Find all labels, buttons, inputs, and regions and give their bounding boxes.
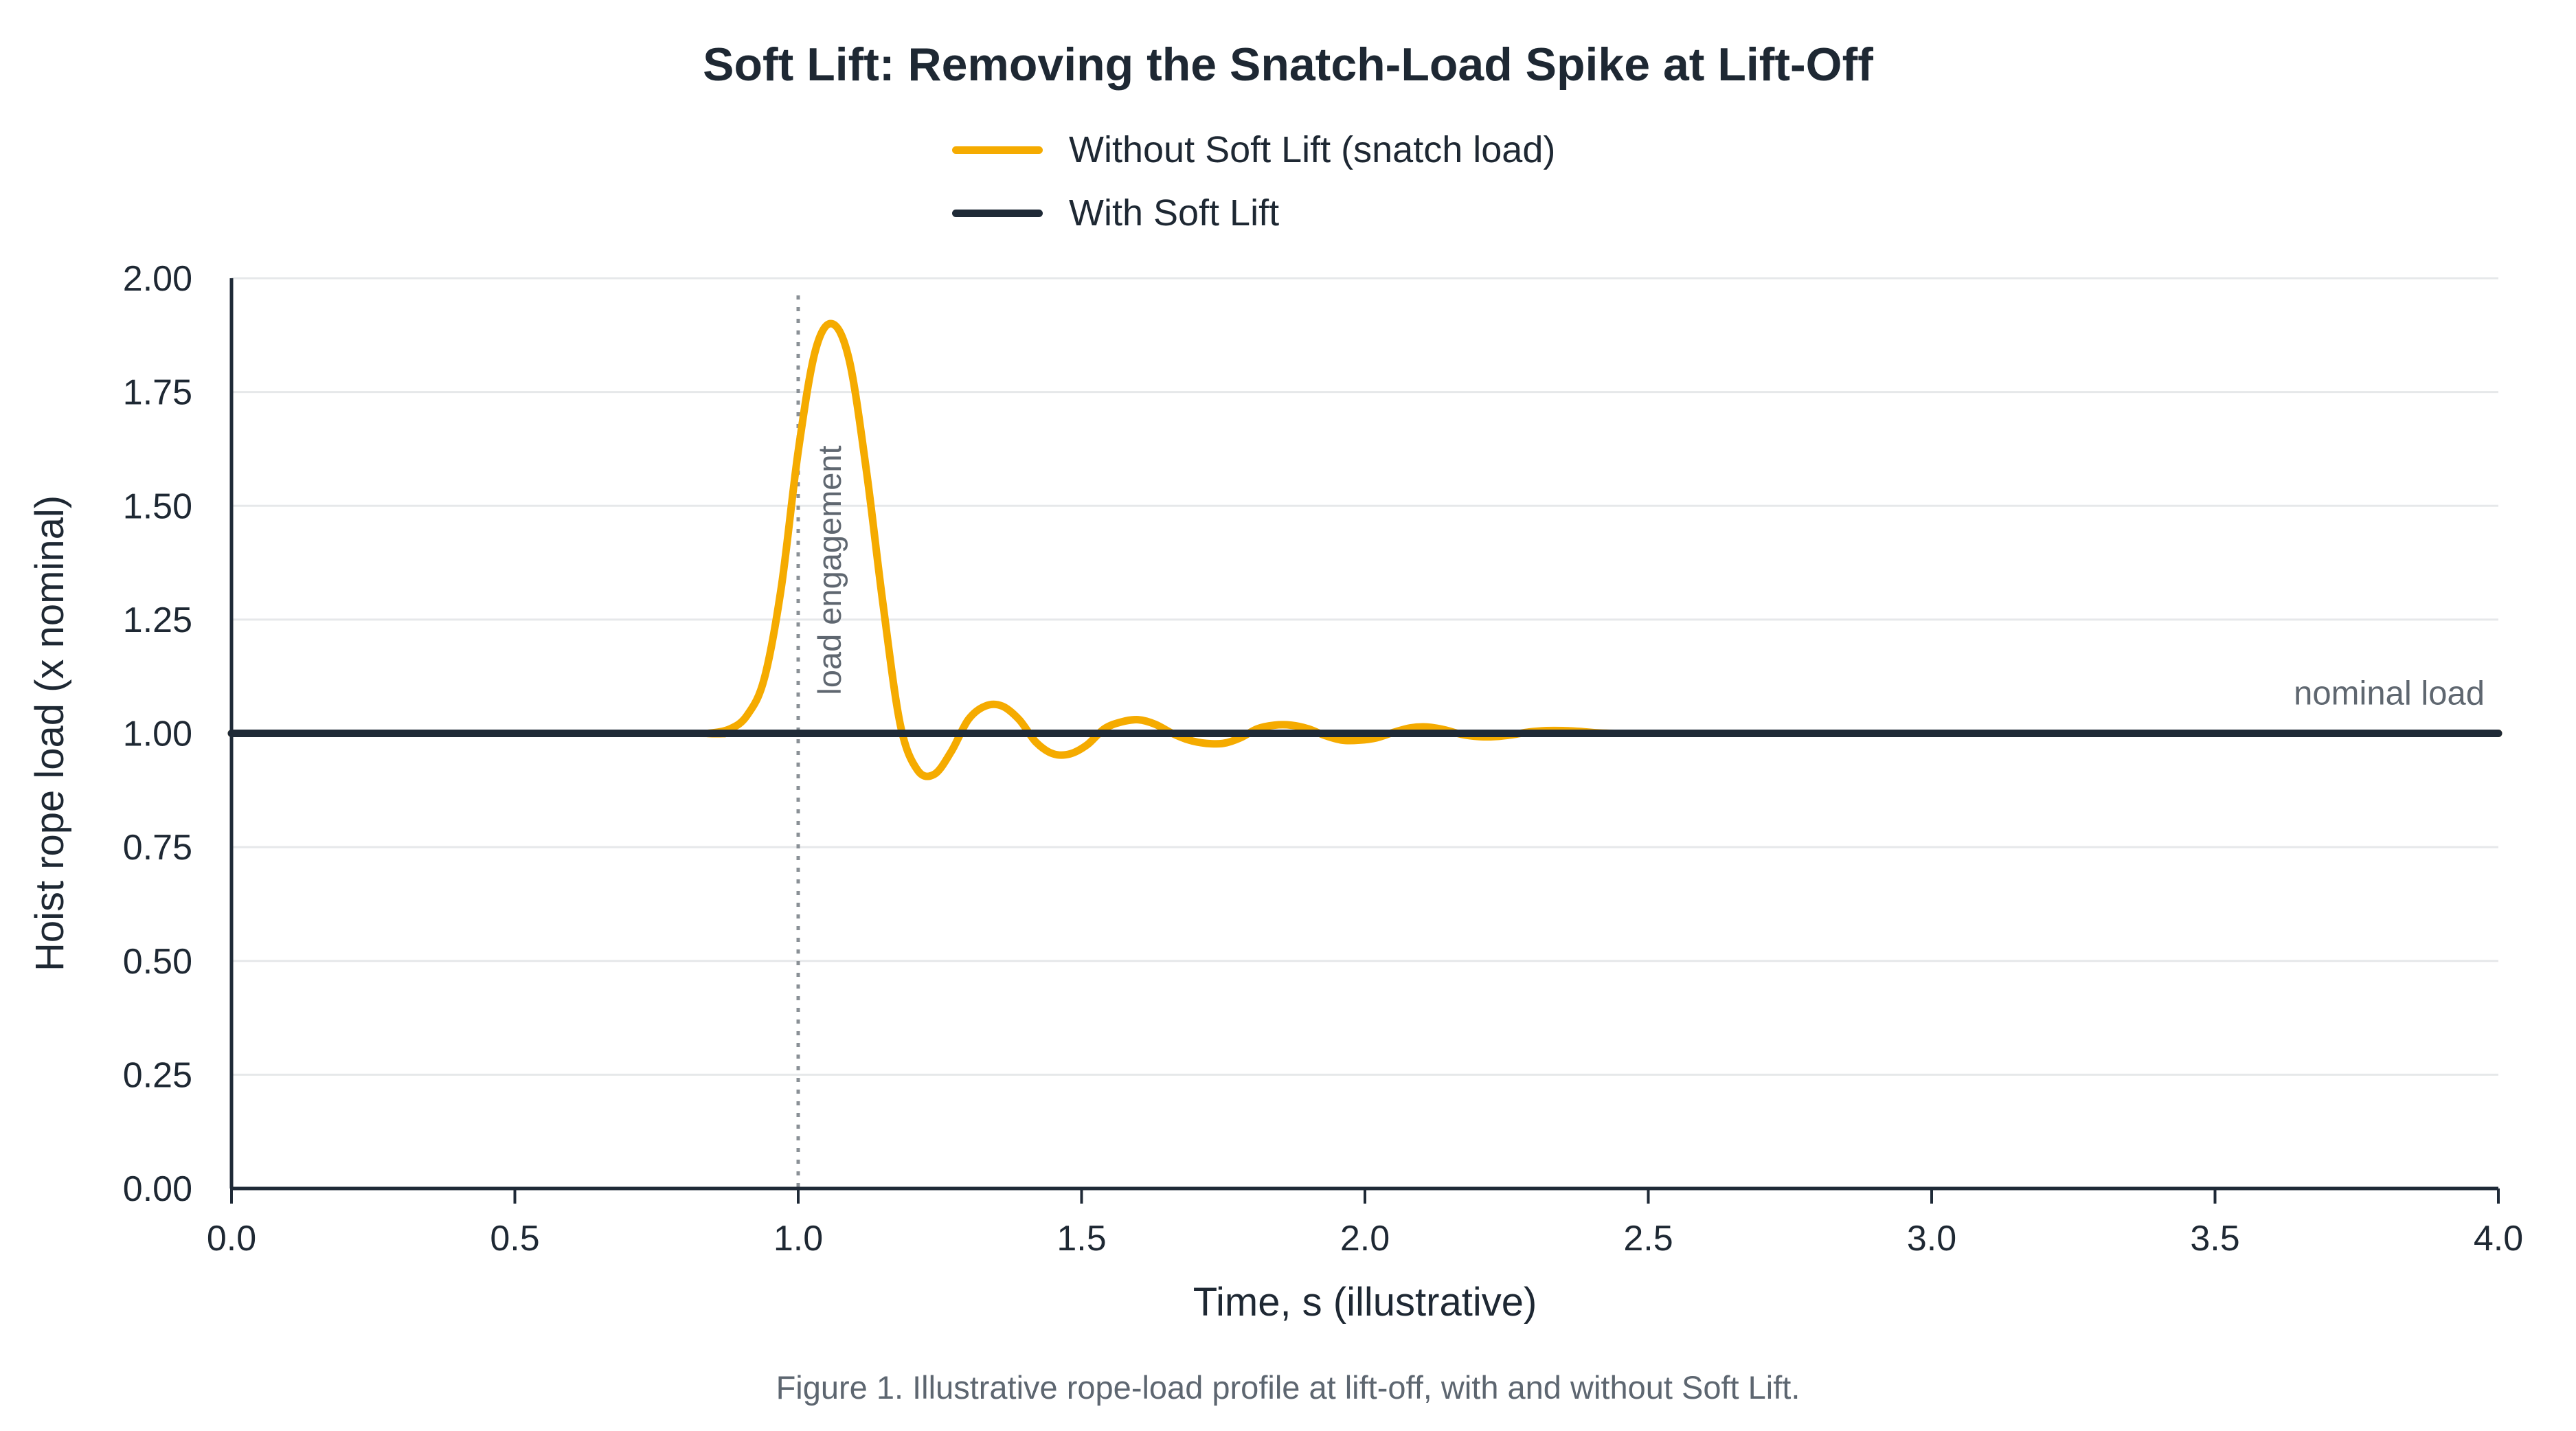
x-tick-label: 3.0 xyxy=(1907,1219,1956,1259)
legend-item-with-soft-lift: With Soft Lift xyxy=(952,181,1555,245)
tick-labels: 0.00 0.25 0.50 0.75 1.00 1.25 1.50 1.75 2.00 0.0 0… xyxy=(123,259,2523,1259)
series-lines xyxy=(227,319,2502,780)
figure-caption: Figure 1. Illustrative rope-load profile… xyxy=(776,1369,1800,1406)
y-tick-label: 1.00 xyxy=(123,714,192,754)
y-axis-label: Hoist rope load (x nominal) xyxy=(27,495,72,971)
x-tick-label: 2.5 xyxy=(1623,1219,1673,1259)
x-axis-label: Time, s (illustrative) xyxy=(1193,1280,1537,1325)
legend-swatch-without-soft-lift xyxy=(952,146,1043,154)
y-tick-label: 2.00 xyxy=(123,259,192,299)
y-tick-label: 0.25 xyxy=(123,1055,192,1095)
y-tick-label: 1.25 xyxy=(123,600,192,640)
legend-label-with-soft-lift: With Soft Lift xyxy=(1069,192,1280,234)
x-tick-label: 0.0 xyxy=(207,1219,256,1259)
y-tick-label: 1.50 xyxy=(123,486,192,526)
x-tick-label: 1.5 xyxy=(1057,1219,1106,1259)
y-tick-label: 1.75 xyxy=(123,373,192,413)
legend-swatch-with-soft-lift xyxy=(952,209,1043,217)
axis-labels: Time, s (illustrative) Hoist rope load (x… xyxy=(27,495,1537,1325)
x-tick-label: 0.5 xyxy=(490,1219,539,1259)
chart-legend: Without Soft Lift (snatch load) With Sof… xyxy=(952,118,1555,245)
axes xyxy=(229,278,2500,1204)
legend-item-without-soft-lift: Without Soft Lift (snatch load) xyxy=(952,118,1555,181)
y-tick-label: 0.75 xyxy=(123,828,192,868)
x-tick-label: 1.0 xyxy=(773,1219,823,1259)
load-engagement-label: load engagement xyxy=(811,445,848,695)
x-tick-label: 2.0 xyxy=(1340,1219,1390,1259)
y-tick-label: 0.00 xyxy=(123,1169,192,1209)
grid-lines xyxy=(231,277,2498,1076)
annotations: load engagement nominal load xyxy=(811,445,2485,712)
chart-title: Soft Lift: Removing the Snatch-Load Spik… xyxy=(703,38,1873,91)
nominal-load-label: nominal load xyxy=(2294,675,2485,712)
y-tick-label: 0.50 xyxy=(123,942,192,982)
x-tick-label: 4.0 xyxy=(2474,1219,2523,1259)
x-tick-label: 3.5 xyxy=(2190,1219,2239,1259)
legend-label-without-soft-lift: Without Soft Lift (snatch load) xyxy=(1069,129,1556,170)
